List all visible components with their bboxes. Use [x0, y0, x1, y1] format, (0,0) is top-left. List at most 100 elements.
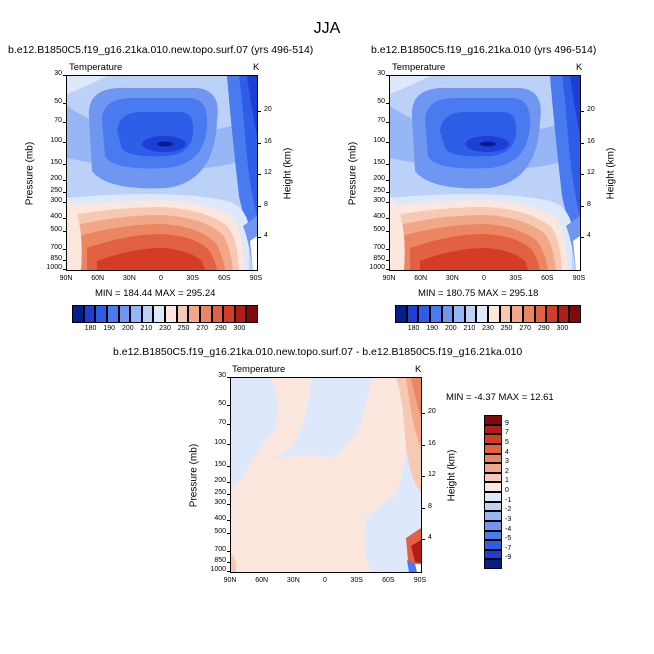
colorbar-swatch [484, 559, 502, 569]
panel1-colorbar-labels: 180 190 200 210 230 250 270 290 300 [72, 325, 258, 337]
y-tick-label: 200 [373, 174, 385, 182]
y-tick-mark [386, 164, 389, 166]
colorbar-label: 250 [177, 325, 190, 332]
y2-tick-label: 16 [428, 439, 436, 447]
y-tick-mark [227, 423, 230, 425]
colorbar-label: 300 [233, 325, 246, 332]
y2-tick-mark [258, 205, 261, 207]
y-tick-label: 30 [54, 70, 62, 77]
colorbar-label: 4 [505, 448, 509, 456]
x-tick-label: 60S [541, 275, 554, 282]
y-tick-label: 150 [214, 461, 226, 469]
panel2-colorbar-labels: 180 190 200 210 230 250 270 290 300 [395, 325, 581, 337]
colorbar-swatch [395, 305, 407, 323]
colorbar-swatch [441, 305, 454, 323]
colorbar-swatch [199, 305, 212, 323]
panel3-contour-plot [231, 378, 421, 572]
panel1-y-ticks: 30 50 70 100 150 200 250 300 400 500 700 850 1000 [28, 70, 66, 271]
x-tick-label: 90N [382, 275, 396, 282]
panel3-colorbar [484, 415, 502, 569]
y-tick-label: 70 [377, 116, 385, 124]
y2-tick-mark [581, 205, 584, 207]
y2-tick-label: 20 [264, 105, 272, 113]
y-tick-mark [386, 121, 389, 123]
colorbar-label: -1 [505, 496, 512, 504]
colorbar-swatch [484, 443, 502, 454]
y-tick-mark [386, 249, 389, 251]
colorbar-swatch [453, 305, 465, 323]
y-tick-label: 1000 [46, 264, 62, 271]
y-tick-label: 300 [50, 197, 62, 205]
y-tick-mark [227, 481, 230, 483]
x-tick-label: 90S [413, 577, 427, 584]
colorbar-label: 300 [556, 325, 569, 332]
panel3-ylabel: Pressure (mb) [188, 443, 200, 508]
y-tick-mark [386, 269, 389, 270]
colorbar-swatch [234, 305, 247, 323]
y-tick-mark [227, 571, 230, 572]
y-tick-label: 400 [50, 213, 62, 221]
colorbar-label: -3 [505, 515, 512, 523]
y-tick-mark [386, 179, 389, 181]
panel3-y2label: Height (km) [446, 449, 458, 502]
colorbar-label: 9 [505, 419, 509, 427]
diff-contour-band [231, 553, 237, 572]
y-tick-label: 50 [54, 98, 62, 106]
y-tick-mark [63, 218, 66, 220]
y-tick-label: 850 [50, 255, 62, 262]
panel3-y-ticks: 30 50 70 100 150 200 250 300 400 500 700 850 1000 [192, 372, 230, 573]
x-tick-label: 60S [382, 577, 395, 584]
panel1-variable-label: Temperature [69, 62, 123, 73]
x-tick-label: 0 [159, 275, 163, 282]
panel1-minmax: MIN = 184.44 MAX = 295.24 [95, 288, 216, 299]
y-tick-mark [386, 202, 389, 204]
y-tick-mark [227, 494, 230, 496]
y-tick-label: 850 [214, 557, 226, 564]
colorbar-swatch [95, 305, 107, 323]
y-tick-mark [63, 179, 66, 181]
colorbar-swatch [418, 305, 430, 323]
y2-tick-label: 12 [428, 471, 436, 479]
y2-tick-mark [581, 110, 584, 112]
y2-tick-label: 4 [587, 232, 591, 240]
colorbar-swatch [484, 520, 502, 531]
colorbar-swatch [557, 305, 570, 323]
y-tick-mark [63, 164, 66, 166]
colorbar-swatch [484, 549, 502, 560]
colorbar-swatch [484, 482, 502, 492]
y2-tick-label: 4 [264, 232, 268, 240]
y-tick-label: 500 [214, 527, 226, 535]
colorbar-swatch [484, 463, 502, 473]
y2-tick-label: 8 [587, 200, 591, 208]
y-tick-label: 250 [214, 489, 226, 497]
colorbar-swatch [141, 305, 154, 323]
y-tick-mark [386, 260, 389, 261]
colorbar-swatch [534, 305, 547, 323]
colorbar-label: 3 [505, 458, 509, 466]
y-tick-label: 30 [377, 70, 385, 77]
x-tick-label: 90N [223, 577, 237, 584]
y2-tick-mark [258, 142, 261, 144]
panel3-y2-ticks: 20 16 12 8 4 [422, 377, 452, 573]
colorbar-swatch [118, 305, 131, 323]
y-tick-label: 100 [50, 136, 62, 144]
colorbar-label: 1 [505, 477, 509, 485]
colorbar-label: 200 [121, 325, 134, 332]
colorbar-swatch [522, 305, 535, 323]
panel2-y2-ticks: 20 16 12 8 4 [581, 75, 611, 271]
colorbar-swatch [211, 305, 224, 323]
colorbar-label: -4 [505, 525, 512, 533]
y-tick-label: 700 [373, 244, 385, 252]
y-tick-label: 70 [218, 418, 226, 426]
colorbar-label: 180 [407, 325, 420, 332]
panel3-plot-area [230, 377, 422, 573]
colorbar-swatch [130, 305, 142, 323]
y-tick-mark [386, 230, 389, 232]
x-tick-label: 60N [414, 275, 428, 282]
x-tick-label: 60S [218, 275, 231, 282]
y-tick-mark [63, 269, 66, 270]
diff-contour-band [364, 506, 404, 572]
colorbar-swatch [546, 305, 558, 323]
y2-tick-mark [258, 237, 261, 239]
y2-tick-mark [258, 174, 261, 176]
